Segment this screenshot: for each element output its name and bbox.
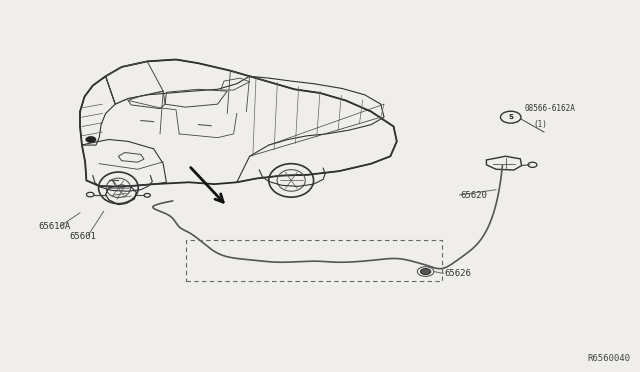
Text: 65610A: 65610A (38, 222, 70, 231)
Text: 65626: 65626 (445, 269, 472, 278)
Text: S: S (508, 114, 513, 120)
Circle shape (420, 269, 431, 275)
Text: 08566-6162A: 08566-6162A (525, 104, 575, 113)
Text: 65601: 65601 (69, 232, 96, 241)
Text: 65620: 65620 (461, 191, 488, 200)
Circle shape (86, 137, 96, 142)
Text: (1): (1) (533, 120, 547, 129)
Text: R6560040: R6560040 (588, 354, 630, 363)
